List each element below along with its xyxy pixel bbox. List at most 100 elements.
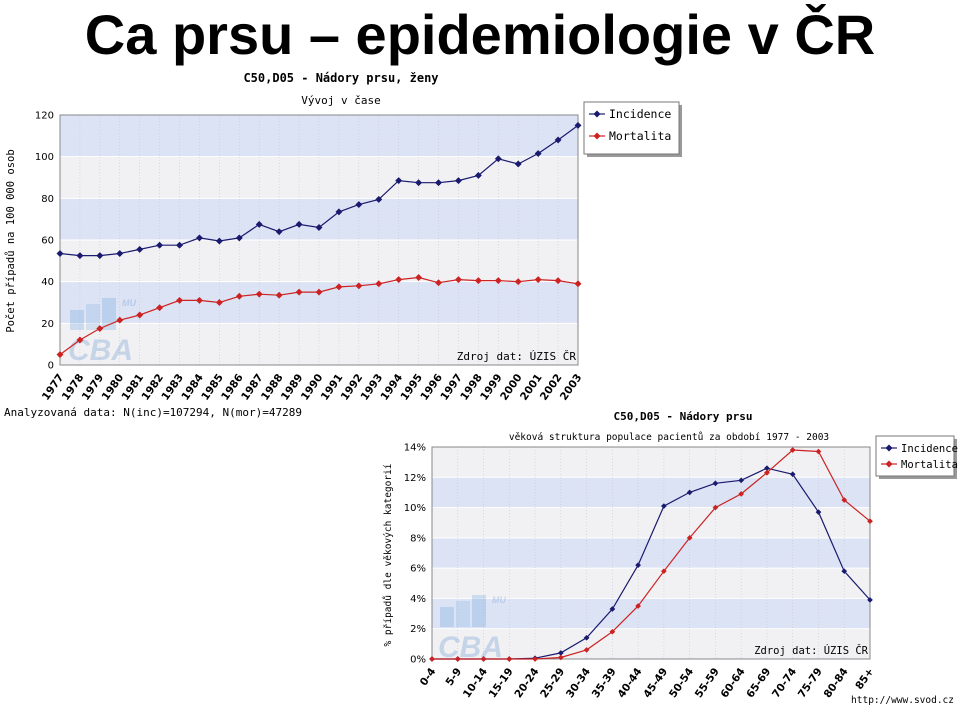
chart2-y-tick-label: 14% <box>404 443 426 454</box>
chart1-marker-incidence <box>156 241 164 249</box>
chart1-marker-incidence <box>76 252 84 260</box>
chart2-legend-box <box>875 435 955 477</box>
chart2-x-tick-label: 0-4 <box>418 666 439 688</box>
chart2-watermark-block <box>440 607 454 627</box>
chart1-y-tick-label: 0 <box>48 361 54 372</box>
chart2-source-note: Zdroj dat: ÚZIS ČR <box>754 644 868 657</box>
chart1-marker-incidence <box>215 237 223 245</box>
chart1-marker-incidence <box>375 195 383 203</box>
chart2-y-tick-label: 10% <box>404 503 426 514</box>
chart1-legend-label: Mortalita <box>609 129 671 143</box>
chart2-x-tick-label: 10-14 <box>461 666 490 700</box>
chart2-title: C50,D05 - Nádory prsu <box>613 410 752 423</box>
chart2-marker-mortalita <box>763 469 770 476</box>
chart1-marker-mortalita <box>315 288 323 296</box>
chart2-marker-mortalita <box>789 447 796 453</box>
chart2-x-tick-label: 55-59 <box>693 666 722 700</box>
chart2-marker-mortalita <box>841 497 848 503</box>
chart1-title: C50,D05 - Nádory prsu, ženy <box>243 71 438 85</box>
chart2-marker-mortalita <box>532 656 539 662</box>
chart2-y-tick-label: 2% <box>410 624 426 635</box>
chart1-marker-mortalita <box>574 280 582 288</box>
chart1-marker-mortalita <box>116 316 124 324</box>
chart2-grid-band <box>432 598 870 629</box>
chart1-footnote: Analyzovaná data: N(inc)=107294, N(mor)=… <box>4 406 302 419</box>
chart2-x-tick-label: 30-34 <box>564 666 593 700</box>
chart2-subtitle: věková struktura populace pacientů za ob… <box>509 432 829 443</box>
chart1-y-tick-label: 80 <box>41 194 54 205</box>
chart1-marker-incidence <box>255 220 263 228</box>
chart1-marker-incidence <box>574 121 582 129</box>
chart2-marker-mortalita <box>429 656 435 662</box>
chart1-marker-mortalita <box>136 311 144 319</box>
chart2-y-tick-label: 8% <box>410 533 426 544</box>
chart1-marker-incidence <box>554 136 562 144</box>
chart2-legend-marker <box>885 444 893 452</box>
chart2-x-tick-label: 70-74 <box>770 666 799 700</box>
chart1-marker-mortalita <box>156 304 164 312</box>
chart1-marker-mortalita <box>514 278 522 286</box>
chart1-grid-band <box>60 156 578 199</box>
chart1-marker-mortalita <box>76 336 84 344</box>
chart1-marker-incidence <box>116 249 124 258</box>
chart2-grid-band <box>432 507 870 538</box>
chart1-grid-band <box>60 240 578 282</box>
chart2-marker-incidence <box>609 606 616 612</box>
chart2-x-tick-label: 25-29 <box>538 666 567 700</box>
chart1-marker-mortalita <box>295 288 303 296</box>
chart2-marker-mortalita <box>660 568 667 575</box>
chart1-marker-mortalita <box>96 324 104 333</box>
chart2-watermark-small: MU <box>492 595 506 605</box>
chart2-marker-mortalita <box>867 518 873 525</box>
chart1-marker-incidence <box>195 234 204 242</box>
chart1-x-tick-label: 2003 <box>558 372 585 403</box>
chart1-subtitle: Vývoj v čase <box>301 94 380 107</box>
chart2-x-tick-label: 50-54 <box>667 666 696 700</box>
chart2-grid-band <box>432 447 870 478</box>
chart1-marker-mortalita <box>554 277 562 285</box>
chart2-marker-mortalita <box>557 654 564 661</box>
chart1-y-tick-label: 100 <box>35 152 54 163</box>
chart2-marker-incidence <box>841 568 848 575</box>
chart2-x-tick-label: 75-79 <box>796 666 825 700</box>
chart1-marker-incidence <box>175 241 184 249</box>
chart2-x-tick-label: 80-84 <box>822 666 851 700</box>
chart1-marker-incidence <box>295 220 303 228</box>
chart2-x-tick-label: 85+ <box>853 666 876 692</box>
chart1-y-tick-label: 60 <box>41 236 54 247</box>
chart1-marker-mortalita <box>275 291 283 299</box>
chart2-marker-incidence <box>660 503 667 510</box>
chart1-y-axis-label: Počet případů na 100 000 osob <box>5 149 17 332</box>
chart2-marker-incidence <box>738 477 745 484</box>
chart2-x-tick-label: 20-24 <box>512 666 541 700</box>
chart1-marker-mortalita <box>395 276 403 284</box>
chart1-axis-frame <box>59 114 579 366</box>
chart2-y-tick-label: 0% <box>410 655 426 666</box>
chart1-marker-mortalita <box>415 273 423 282</box>
chart1-legend-box <box>583 101 680 155</box>
chart1-marker-incidence <box>315 223 323 232</box>
chart2-marker-incidence <box>712 480 719 487</box>
chart2-x-tick-label: 40-44 <box>615 666 644 700</box>
chart2-marker-mortalita <box>635 603 642 609</box>
chart2-grid-band <box>432 537 870 569</box>
chart2-legend-marker <box>885 460 893 468</box>
chart1-grid-band <box>60 281 578 324</box>
chart1-marker-incidence <box>434 179 443 187</box>
chart1-marker-incidence <box>335 208 343 216</box>
chart2-x-tick-label: 65-69 <box>744 666 773 700</box>
chart2-x-tick-label: 15-19 <box>487 666 516 700</box>
chart1-marker-incidence <box>395 177 403 185</box>
chart2-grid-band <box>432 477 870 508</box>
chart2-marker-mortalita <box>480 656 487 662</box>
chart1-marker-mortalita <box>534 276 542 284</box>
chart2-marker-incidence <box>867 596 873 603</box>
chart2-legend-label: Incidence <box>901 443 958 455</box>
chart2-marker-mortalita <box>738 490 745 497</box>
chart1-marker-incidence <box>235 234 243 242</box>
chart2-grid-band <box>432 568 870 599</box>
chart2-marker-mortalita <box>454 656 461 662</box>
chart1-marker-mortalita <box>56 351 64 359</box>
